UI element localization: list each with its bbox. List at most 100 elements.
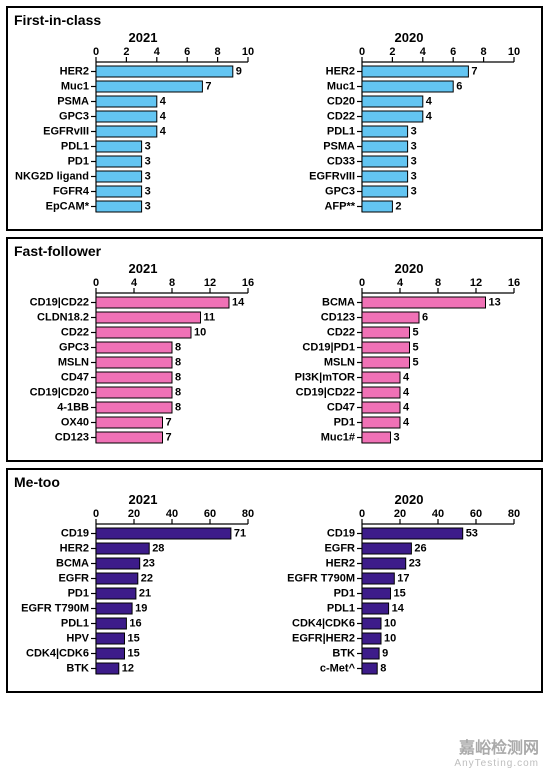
- bar: [96, 663, 119, 674]
- bar-value: 8: [175, 386, 181, 398]
- bar-value: 10: [384, 632, 396, 644]
- panel-title: Me-too: [14, 474, 535, 490]
- bar-value: 4: [426, 110, 433, 122]
- bar: [96, 648, 125, 659]
- bar: [96, 111, 157, 122]
- bar-chart-svg: 0481216BCMA13CD1236CD225CD19|PD15MSLN5PI…: [280, 277, 538, 449]
- bar: [96, 588, 136, 599]
- axis-tick-label: 4: [420, 46, 427, 58]
- bar-value: 5: [413, 341, 419, 353]
- category-label: EGFRvIII: [43, 125, 89, 137]
- bar-value: 71: [234, 527, 246, 539]
- bar: [362, 528, 463, 539]
- category-label: CD22: [327, 110, 355, 122]
- bar-value: 15: [128, 632, 140, 644]
- category-label: EGFRvIII: [309, 170, 355, 182]
- bar: [362, 618, 381, 629]
- chart-svg-holder: 0481216CD19|CD2214CLDN18.211CD2210GPC38M…: [14, 277, 272, 454]
- bar: [362, 573, 394, 584]
- chart: 20200481216BCMA13CD1236CD225CD19|PD15MSL…: [280, 261, 538, 454]
- chart-year: 2021: [14, 261, 272, 276]
- bar-value: 4: [160, 110, 167, 122]
- category-label: PDL1: [327, 125, 355, 137]
- axis-tick-label: 2: [389, 46, 395, 58]
- bar-value: 2: [395, 200, 401, 212]
- bar-value: 9: [236, 65, 242, 77]
- bar-value: 23: [409, 557, 421, 569]
- bar: [362, 342, 410, 353]
- category-label: CD19|PD1: [302, 341, 355, 353]
- bar-value: 13: [489, 296, 501, 308]
- category-label: CD33: [327, 155, 355, 167]
- bar-value: 4: [426, 95, 433, 107]
- bar-value: 28: [152, 542, 164, 554]
- chart-year: 2020: [280, 261, 538, 276]
- bar: [96, 96, 157, 107]
- bar: [96, 387, 172, 398]
- chart-svg-holder: 0481216BCMA13CD1236CD225CD19|PD15MSLN5PI…: [280, 277, 538, 454]
- axis-tick-label: 2: [123, 46, 129, 58]
- bar: [96, 327, 191, 338]
- chart-columns: 2021020406080CD1971HER228BCMA23EGFR22PD1…: [14, 492, 535, 685]
- bar-value: 3: [411, 140, 417, 152]
- chart-year: 2021: [14, 492, 272, 507]
- chart-svg-holder: 0246810HER29Muc17PSMA4GPC34EGFRvIII4PDL1…: [14, 46, 272, 223]
- axis-tick-label: 60: [204, 508, 216, 520]
- category-label: GPC3: [325, 185, 355, 197]
- bar-value: 26: [414, 542, 426, 554]
- axis-tick-label: 8: [169, 277, 175, 289]
- bar: [96, 66, 233, 77]
- category-label: HER2: [326, 557, 355, 569]
- bar: [96, 297, 229, 308]
- bar-value: 23: [143, 557, 155, 569]
- axis-tick-label: 10: [242, 46, 254, 58]
- bar-value: 3: [145, 200, 151, 212]
- watermark-en: AnyTesting.com: [454, 758, 539, 769]
- bar-value: 8: [380, 662, 386, 674]
- axis-tick-label: 4: [154, 46, 161, 58]
- bar-value: 14: [232, 296, 245, 308]
- bar-value: 15: [128, 647, 140, 659]
- axis-tick-label: 0: [359, 277, 365, 289]
- bar-chart-svg: 0246810HER29Muc17PSMA4GPC34EGFRvIII4PDL1…: [14, 46, 272, 218]
- bar: [96, 633, 125, 644]
- category-label: EpCAM*: [46, 200, 90, 212]
- axis-tick-label: 40: [432, 508, 444, 520]
- bar: [96, 186, 142, 197]
- category-label: PDL1: [327, 602, 355, 614]
- bar-value: 3: [411, 125, 417, 137]
- bar: [96, 558, 140, 569]
- axis-tick-label: 8: [215, 46, 221, 58]
- bar: [362, 96, 423, 107]
- watermark-cn: 嘉峪检测网: [454, 734, 539, 758]
- bar: [96, 357, 172, 368]
- axis-tick-label: 40: [166, 508, 178, 520]
- bar-value: 4: [403, 371, 410, 383]
- bar: [362, 387, 400, 398]
- bar: [362, 156, 408, 167]
- bar: [362, 111, 423, 122]
- chart: 2021020406080CD1971HER228BCMA23EGFR22PD1…: [14, 492, 272, 685]
- category-label: BTK: [332, 647, 355, 659]
- bar: [96, 372, 172, 383]
- bar-value: 8: [175, 356, 181, 368]
- bar: [96, 342, 172, 353]
- bar-value: 8: [175, 371, 181, 383]
- category-label: HPV: [66, 632, 89, 644]
- axis-tick-label: 80: [242, 508, 254, 520]
- category-label: PD1: [334, 416, 355, 428]
- category-label: PD1: [68, 155, 89, 167]
- category-label: CD47: [327, 401, 355, 413]
- panel-title: Fast-follower: [14, 243, 535, 259]
- category-label: PSMA: [323, 140, 355, 152]
- bar: [96, 156, 142, 167]
- category-label: MSLN: [58, 356, 89, 368]
- category-label: CD19|CD22: [296, 386, 355, 398]
- axis-tick-label: 0: [359, 508, 365, 520]
- category-label: Muc1: [327, 80, 355, 92]
- bar: [96, 402, 172, 413]
- category-label: GPC3: [59, 341, 89, 353]
- category-label: 4-1BB: [57, 401, 89, 413]
- category-label: c-Met^: [320, 662, 356, 674]
- category-label: AFP**: [324, 200, 355, 212]
